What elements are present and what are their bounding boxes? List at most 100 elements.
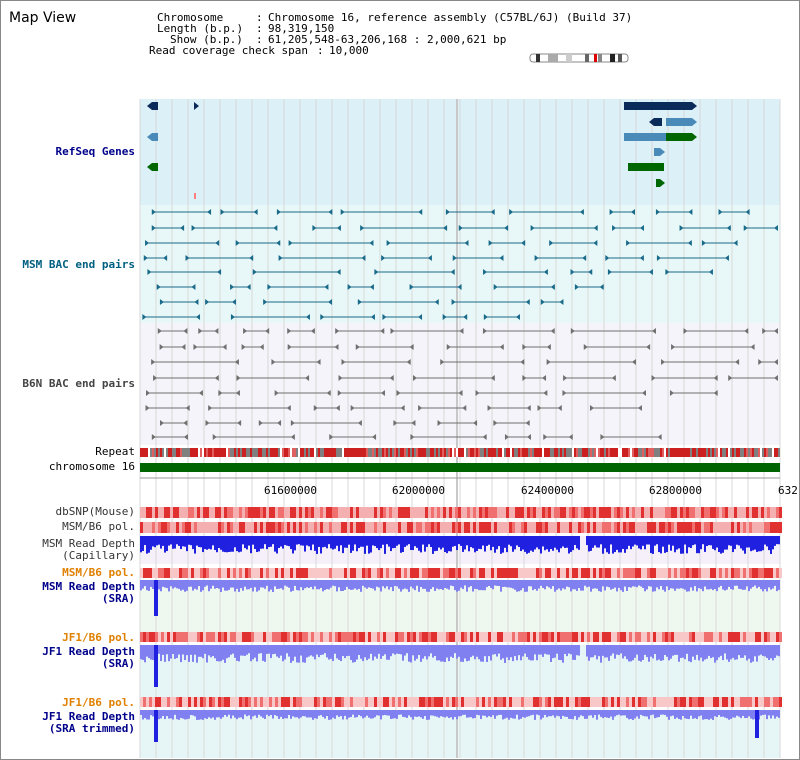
repeat-segment — [286, 448, 288, 457]
msm-pol-cell — [602, 522, 605, 533]
jf1-pol-trim-cell — [272, 697, 275, 707]
track-label-msm-b6-pol-sra[interactable]: MSM/B6 pol. — [62, 566, 135, 579]
track-label-dbsnp[interactable]: dbSNP(Mouse) — [55, 505, 135, 518]
dbsnp-cell — [503, 507, 506, 518]
jf1-pol-trim-cell — [425, 697, 428, 707]
track-label-jf1-b6-pol-trim[interactable]: JF1/B6 pol. — [62, 696, 135, 709]
jf1-pol-cell — [656, 632, 659, 642]
msm-sra-depth-bar — [588, 580, 590, 587]
jf1-sra-depth-bar — [766, 645, 768, 658]
track-label-jf1-b6-pol[interactable]: JF1/B6 pol. — [62, 631, 135, 644]
jf1-pol-cell — [233, 632, 236, 642]
dbsnp-cell — [566, 507, 569, 518]
track-label-msm-read-depth-sra[interactable]: MSM Read Depth (SRA) — [42, 580, 135, 605]
jf1-pol-cell — [554, 632, 557, 642]
msm-cap-depth-bar — [604, 536, 606, 549]
msm-cap-depth-bar — [758, 536, 760, 552]
b6n-bac-pair-end — [437, 420, 442, 426]
msm-pol-sra-cell — [344, 568, 347, 578]
jf1-sra-depth-bar — [710, 645, 712, 659]
jf1-sra-depth-bar — [336, 645, 338, 659]
repeat-segment — [722, 448, 724, 457]
msm-sra-depth-bar — [542, 580, 544, 588]
repeat-segment — [500, 448, 502, 457]
track-label-msm-read-depth-capillary[interactable]: MSM Read Depth (Capillary) — [42, 537, 135, 562]
jf1-pol-cell — [548, 632, 551, 642]
msm-pol-cell — [464, 522, 467, 533]
repeat-segment — [390, 448, 392, 457]
dbsnp-cell — [563, 507, 566, 518]
b6n-bac-pair-end — [412, 375, 417, 381]
jf1-pol-cell — [614, 632, 617, 642]
jf1-sra-depth-bar — [202, 645, 204, 659]
jf1-trim-depth-bar — [508, 710, 510, 720]
jf1-pol-cell — [593, 632, 596, 642]
jf1-trim-depth-bar — [346, 710, 348, 720]
jf1-trim-depth-bar — [596, 710, 598, 720]
jf1-pol-trim-cell — [239, 697, 242, 707]
jf1-trim-depth-bar — [472, 710, 474, 719]
jf1-pol-cell — [578, 632, 581, 642]
b6n-bac-pair-end — [214, 328, 219, 334]
track-label-jf1-read-depth-sra[interactable]: JF1 Read Depth (SRA) — [42, 645, 135, 670]
track-label-jf1-read-depth-trimmed[interactable]: JF1 Read Depth (SRA trimmed) — [42, 710, 135, 735]
repeat-segment — [612, 448, 614, 457]
track-label-chromosome[interactable]: chromosome 16 — [48, 460, 135, 473]
track-label-repeat[interactable]: Repeat — [95, 445, 135, 458]
msm-cap-depth-bar — [682, 536, 684, 554]
jf1-trim-depth-bar — [712, 710, 714, 720]
msm-pol-sra-cell — [653, 568, 656, 578]
msm-sra-depth-bar — [680, 580, 682, 589]
repeat-segment — [636, 448, 638, 457]
msm-bac-pair-end — [163, 255, 168, 261]
msm-pol-cell — [398, 522, 401, 533]
msm-pol-sra-cell — [392, 568, 395, 578]
b6n-bac-pair-end — [237, 420, 242, 426]
msm-pol-cell — [686, 522, 689, 533]
msm-sra-depth-bar — [726, 580, 728, 590]
msm-pol-sra-cell — [713, 568, 716, 578]
msm-pol-cell — [587, 522, 590, 533]
track-label-msm-bac[interactable]: MSM BAC end pairs — [22, 258, 135, 271]
msm-pol-sra-cell — [293, 568, 296, 578]
msm-pol-sra-cell — [755, 568, 758, 578]
jf1-sra-depth-bar — [620, 645, 622, 654]
dbsnp-cell — [590, 507, 593, 518]
jf1-trim-depth-bar — [614, 710, 616, 717]
msm-pol-sra-cell — [281, 568, 284, 578]
jf1-pol-trim-cell — [443, 697, 446, 707]
jf1-trim-depth-bar — [684, 710, 686, 719]
msm-sra-depth-bar — [460, 580, 462, 588]
msm-pol-sra-cell — [323, 568, 326, 578]
msm-bac-pair-end — [450, 269, 455, 275]
jf1-pol-cell — [392, 632, 395, 642]
jf1-pol-cell — [530, 632, 533, 642]
jf1-trim-depth-bar — [444, 710, 446, 718]
jf1-trim-depth-bar — [714, 710, 716, 717]
jf1-sra-depth-bar — [700, 645, 702, 658]
jf1-sra-depth-bar — [516, 645, 518, 661]
jf1-pol-cell — [308, 632, 311, 642]
msm-bac-pair-end — [588, 269, 593, 275]
msm-pol-cell — [731, 522, 734, 533]
jf1-trim-depth-bar — [726, 710, 728, 719]
repeat-segment — [368, 448, 370, 457]
track-label-msm-b6-pol[interactable]: MSM/B6 pol. — [62, 520, 135, 533]
msm-pol-cell — [320, 522, 323, 533]
repeat-segment — [454, 448, 456, 457]
jf1-pol-cell — [641, 632, 644, 642]
track-label-refseq[interactable]: RefSeq Genes — [55, 145, 135, 158]
gene-block — [666, 118, 692, 126]
msm-pol-cell — [347, 522, 350, 533]
jf1-trim-depth-bar — [230, 710, 232, 719]
msm-sra-depth-bar — [718, 580, 720, 588]
jf1-sra-depth-bar — [278, 645, 280, 658]
msm-cap-depth-bar — [352, 536, 354, 551]
gene-arrow — [660, 148, 665, 156]
jf1-pol-trim-cell — [686, 697, 689, 707]
track-label-b6n-bac[interactable]: B6N BAC end pairs — [22, 377, 135, 390]
jf1-trim-depth-bar — [658, 710, 660, 717]
jf1-trim-depth-bar — [312, 710, 314, 720]
gene-block — [666, 133, 692, 141]
